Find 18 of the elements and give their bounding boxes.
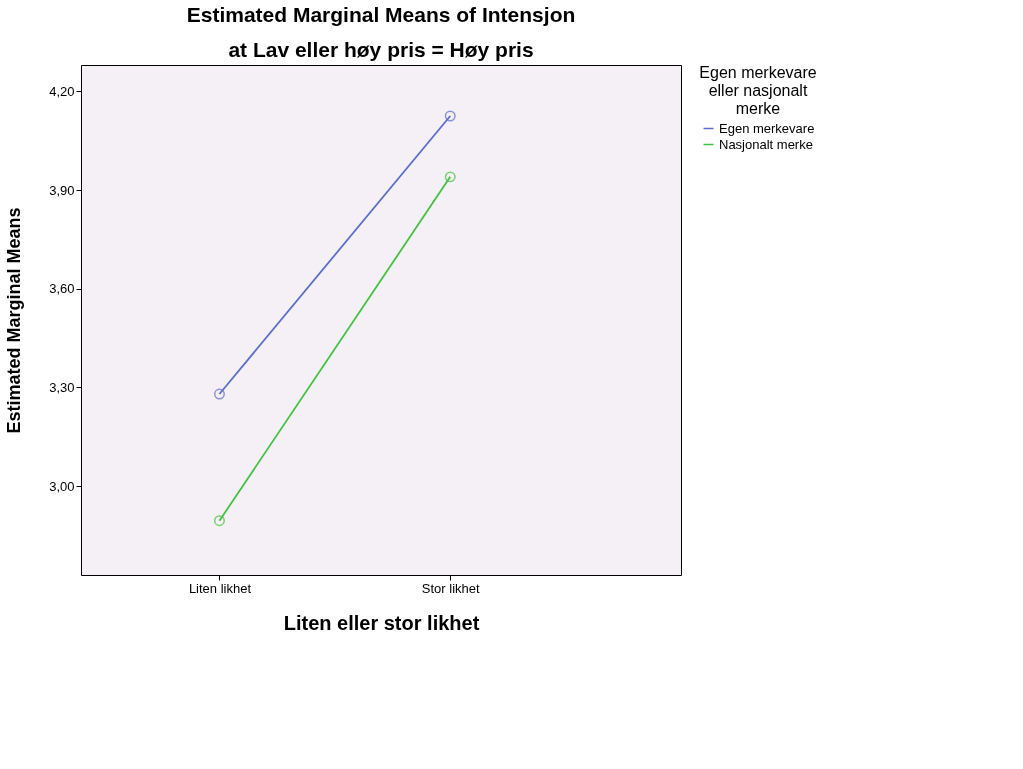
y-axis-title: Estimated Marginal Means: [4, 207, 25, 434]
y-tick-label: 3,00: [49, 478, 75, 494]
legend-title: Egen merkevare eller nasjonalt merke: [699, 64, 817, 117]
chart-title: Estimated Marginal Means of Intensjon: [186, 3, 576, 26]
point: [444, 110, 456, 122]
x-axis-title: Liten eller stor likhet: [283, 611, 480, 634]
y-tick-label: 3,90: [49, 182, 75, 198]
point: [213, 515, 225, 527]
point: [444, 171, 456, 183]
x-tick-label: Stor likhet: [421, 580, 481, 596]
point: [213, 388, 225, 400]
legend-label: Egen merkevare: [719, 120, 815, 136]
y-tick-label: 3,60: [49, 281, 75, 297]
chart-subtitle: at Lav eller høy pris = Høy pris: [228, 38, 534, 61]
legend-label: Nasjonalt merke: [719, 136, 813, 152]
y-tick-label: 4,20: [49, 83, 75, 99]
y-tick-label: 3,30: [49, 379, 75, 395]
x-tick-label: Liten likhet: [188, 580, 252, 596]
